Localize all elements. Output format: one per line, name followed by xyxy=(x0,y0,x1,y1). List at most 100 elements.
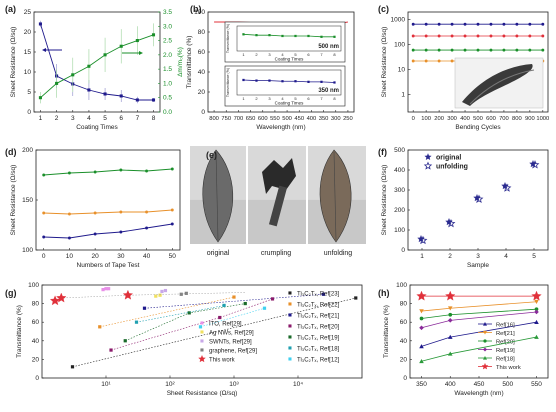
data-point xyxy=(42,173,46,177)
inset-x-tick-label: 5 xyxy=(294,96,297,101)
data-point xyxy=(42,211,46,215)
x-tick-label: 10³ xyxy=(229,381,239,388)
inset-x-tick-label: 1 xyxy=(242,52,245,57)
data-point xyxy=(541,22,545,26)
data-point xyxy=(419,358,424,364)
chart-b: 800 750 700 650 600 550 500 450 400 350 300 250 0 20 4… xyxy=(186,9,355,131)
legend-marker xyxy=(198,355,206,363)
data-point xyxy=(446,218,456,228)
inset-x-tick-label: 7 xyxy=(320,96,323,101)
y-tick-label: 200 xyxy=(22,147,33,154)
data-point xyxy=(158,293,162,297)
y2-tick-label: 1.5 xyxy=(163,66,172,73)
right-axis-arrowhead xyxy=(139,51,143,55)
data-point xyxy=(411,22,415,26)
inset-x-tick-label: 7 xyxy=(320,52,323,57)
series-line xyxy=(40,23,154,101)
data-point xyxy=(109,348,113,352)
legend-marker xyxy=(288,313,292,317)
data-point xyxy=(93,232,97,236)
y-tick-label: 80 xyxy=(32,301,40,308)
leaf-crumpled xyxy=(262,158,296,194)
data-point xyxy=(534,307,539,312)
inset-x-label: Coating Times xyxy=(275,101,305,106)
x-tick-label: 4 xyxy=(87,115,91,122)
x-tick-label: 500 xyxy=(502,381,513,388)
data-point xyxy=(142,306,147,310)
panel-label-d: (d) xyxy=(5,147,17,157)
inset-point xyxy=(242,78,245,82)
data-point xyxy=(98,325,102,329)
chart-c: 0 100 200 300 400 500 600 700 800 900 100011010010… xyxy=(381,11,549,131)
data-point xyxy=(187,311,191,315)
y-tick-label: 0 xyxy=(403,375,407,382)
data-point xyxy=(476,22,480,26)
data-point xyxy=(179,292,183,296)
y-tick-label: 60 xyxy=(400,319,408,326)
inset-x-tick-label: 8 xyxy=(333,96,336,101)
plot-frame xyxy=(35,149,181,251)
legend-marker xyxy=(483,330,487,335)
x-axis-label: Coating Times xyxy=(76,124,118,131)
inset-frame xyxy=(224,65,346,107)
y-tick-label: 20 xyxy=(400,356,408,363)
data-point xyxy=(489,34,493,38)
data-point xyxy=(418,235,428,245)
photo-label: unfolding xyxy=(324,250,353,257)
x-tick-label: 700 xyxy=(499,116,509,122)
data-point xyxy=(218,315,222,320)
x-tick-label: 350 xyxy=(319,116,329,122)
data-point xyxy=(419,309,424,314)
legend-label: This work xyxy=(209,358,236,364)
y-tick-label: 300 xyxy=(394,187,405,194)
x-tick-label: 450 xyxy=(294,116,304,122)
y-axis-label: Transmittance (%) xyxy=(383,305,390,358)
x-tick-label: 3 xyxy=(71,115,75,122)
y-tick-label: 1 xyxy=(401,92,405,99)
data-point xyxy=(450,59,454,63)
x-tick-label: 4 xyxy=(504,253,508,260)
y-axis-label: Transmittance (%) xyxy=(186,36,193,89)
legend-label: Ti₃C₂Tₓ, Ref[12] xyxy=(297,358,340,364)
tweezers xyxy=(268,185,288,227)
panel-label-f: (f) xyxy=(378,147,387,157)
y2-tick-label: 2.0 xyxy=(163,52,172,59)
x-tick-label: 5 xyxy=(103,115,107,122)
legend-marker xyxy=(200,321,204,325)
data-point xyxy=(447,306,453,311)
y-tick-label: 200 xyxy=(394,207,405,214)
y-tick-label: 0 xyxy=(401,247,405,254)
x-tick-label: 200 xyxy=(434,116,444,122)
y-tick-label: 80 xyxy=(198,29,206,36)
legend-label: Ag NWs, Ref[29] xyxy=(209,331,254,337)
x-tick-label: 400 xyxy=(460,116,470,122)
leaf-original xyxy=(202,149,234,243)
data-point xyxy=(411,59,415,63)
y-tick-label: 150 xyxy=(22,197,33,204)
data-point xyxy=(528,48,532,52)
x-tick-label: 900 xyxy=(525,116,535,122)
y-tick-label: 100 xyxy=(194,9,205,16)
data-point xyxy=(70,365,75,369)
data-point xyxy=(170,222,174,226)
inset-point xyxy=(333,35,336,38)
inset-x-tick-label: 4 xyxy=(281,52,284,57)
x-tick-label: 700 xyxy=(234,116,244,122)
plot-frame xyxy=(207,11,355,113)
data-point xyxy=(528,34,532,38)
inset-x-tick-label: 6 xyxy=(307,96,310,101)
legend-label: Ref[18] xyxy=(496,356,515,362)
series-dotted-line xyxy=(136,305,225,323)
data-point xyxy=(104,287,108,291)
inset-x-tick-label: 5 xyxy=(294,52,297,57)
x-tick-label: 8 xyxy=(152,115,156,122)
bent-film-photo xyxy=(454,57,544,109)
x-tick-label: 1 xyxy=(39,115,43,122)
series-dotted-line xyxy=(110,298,273,351)
legend-label: Ti₃C₂Tₓ, Ref[19] xyxy=(297,336,340,342)
inset-point xyxy=(333,81,336,84)
inset-x-tick-label: 3 xyxy=(268,52,271,57)
x-tick-label: 0 xyxy=(412,116,415,122)
y-tick-label: 400 xyxy=(394,167,405,174)
x-tick-label: 30 xyxy=(117,253,125,260)
